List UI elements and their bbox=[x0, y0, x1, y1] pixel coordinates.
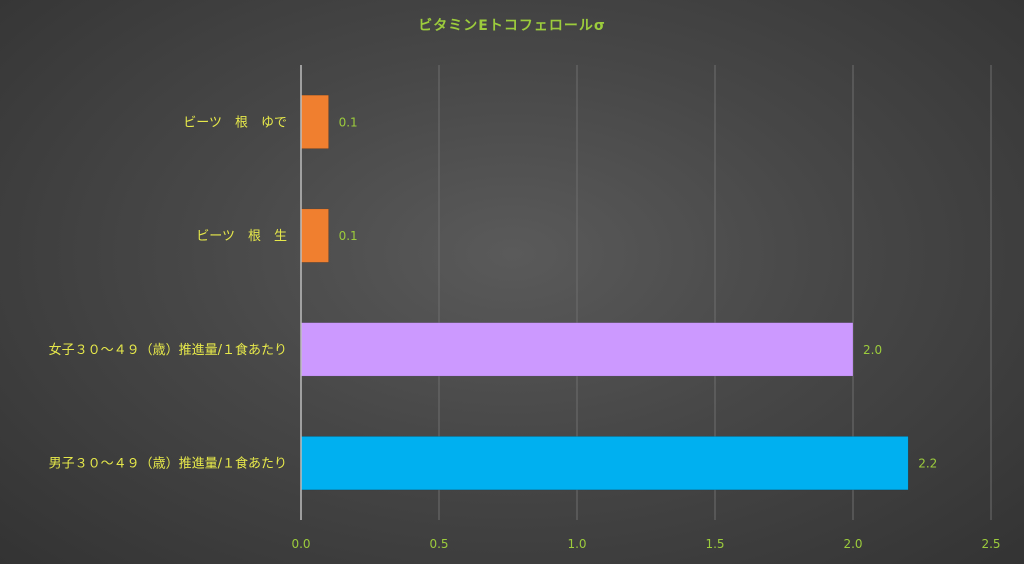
x-tick-label: 0.5 bbox=[429, 537, 448, 551]
chart-title: ビタミンEトコフェロールσ bbox=[418, 18, 605, 34]
category-label: 女子３０～４９（歳）推進量/１食あたり bbox=[49, 342, 287, 358]
bar bbox=[300, 322, 854, 377]
x-tick-label: 2.0 bbox=[843, 537, 862, 551]
category-label: ビーツ 根 生 bbox=[196, 229, 287, 244]
bar bbox=[300, 94, 329, 149]
category-label: ビーツ 根 ゆで bbox=[183, 115, 287, 130]
bars bbox=[300, 94, 909, 491]
x-tick-label: 2.5 bbox=[981, 537, 1000, 551]
bar bbox=[300, 436, 909, 491]
data-label: 2.2 bbox=[918, 457, 937, 471]
category-label: 男子３０～４９（歳）推進量/１食あたり bbox=[49, 456, 287, 472]
data-labels: 0.1 0.1 2.0 2.2 bbox=[339, 115, 938, 470]
data-label: 0.1 bbox=[339, 229, 358, 243]
data-label: 2.0 bbox=[863, 343, 882, 357]
x-tick-label: 0.0 bbox=[291, 537, 310, 551]
x-tick-label: 1.0 bbox=[567, 537, 586, 551]
data-label: 0.1 bbox=[339, 115, 358, 129]
bar bbox=[300, 208, 329, 263]
x-tick-label: 1.5 bbox=[705, 537, 724, 551]
x-tick-labels: 0.0 0.5 1.0 1.5 2.0 2.5 bbox=[291, 537, 1000, 551]
